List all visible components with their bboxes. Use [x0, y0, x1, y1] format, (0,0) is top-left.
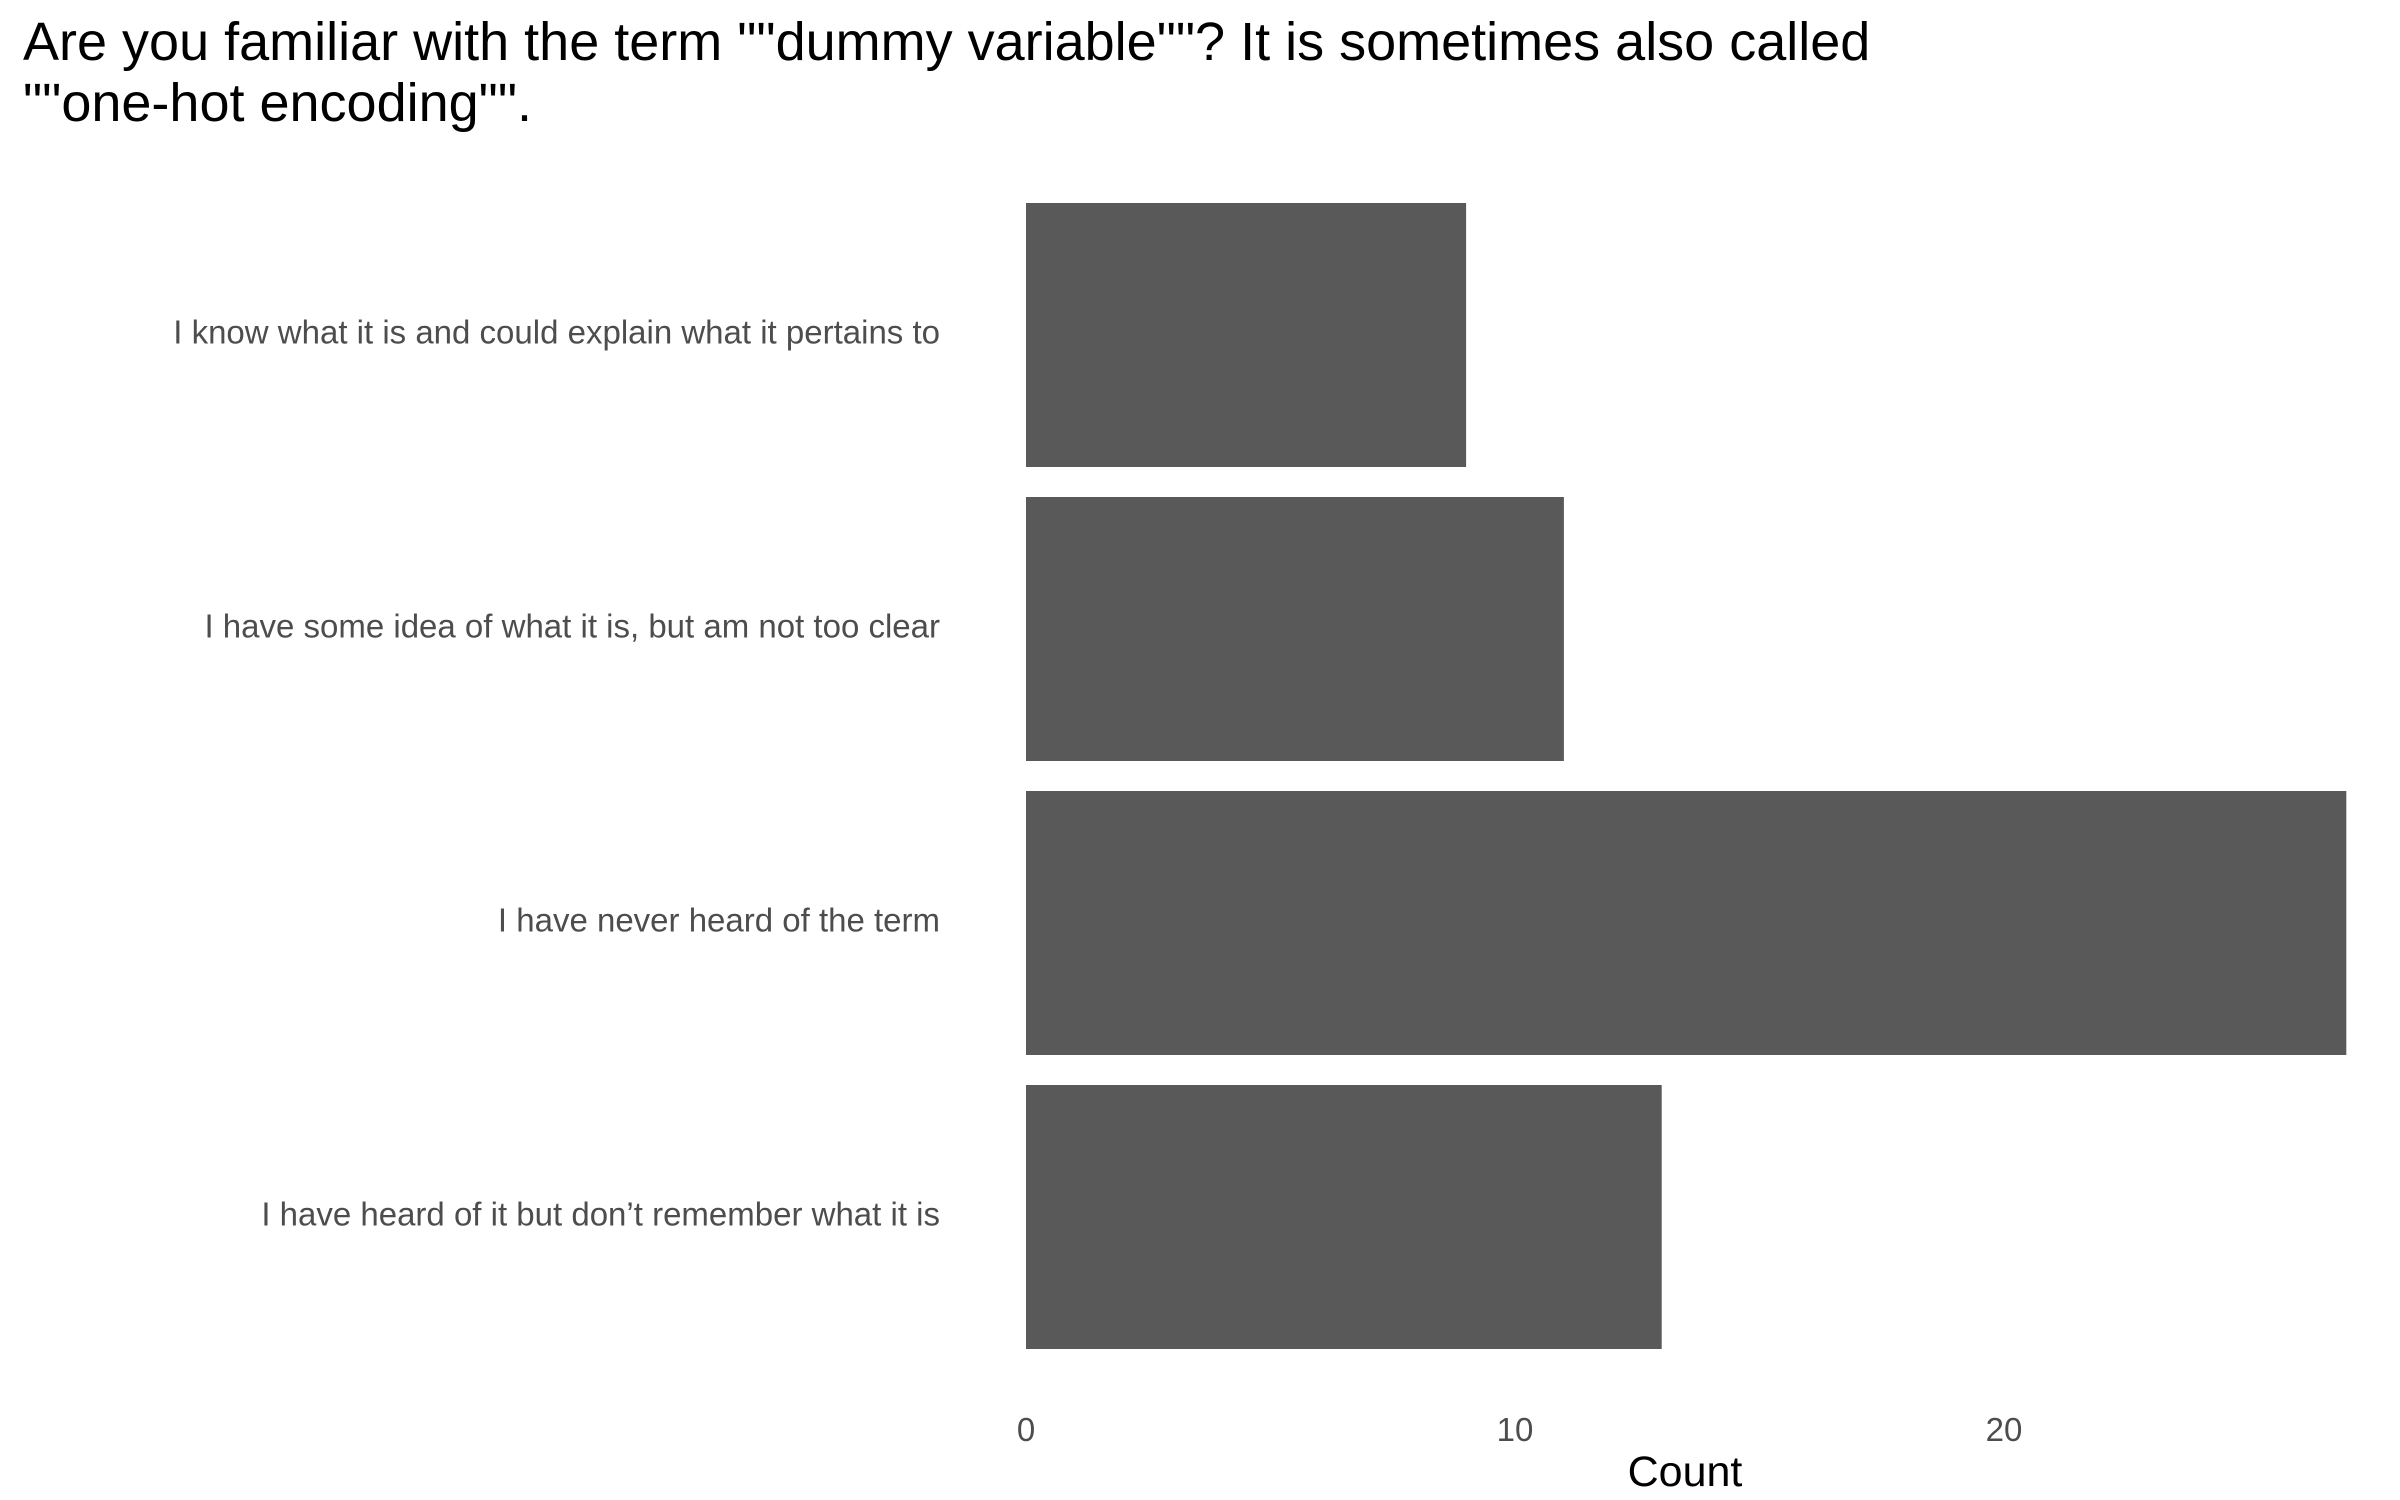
chart-title: Are you familiar with the term ""dummy v… — [23, 12, 1886, 133]
bar — [1026, 497, 1564, 761]
bars-layer — [1026, 203, 2347, 1349]
bar — [1026, 791, 2347, 1055]
x-tick-label: 10 — [1497, 1411, 1534, 1448]
category-labels-layer: I know what it is and could explain what… — [173, 314, 940, 1233]
category-label: I have never heard of the term — [498, 902, 940, 939]
bar — [1026, 1085, 1662, 1349]
x-tick-label: 0 — [1017, 1411, 1035, 1448]
x-axis-ticks: 0 10 20 — [1017, 1411, 2023, 1448]
x-axis-title: Count — [1628, 1448, 1743, 1496]
category-label: I know what it is and could explain what… — [173, 314, 940, 351]
category-label: I have some idea of what it is, but am n… — [204, 608, 940, 645]
category-label: I have heard of it but don’t remember wh… — [261, 1196, 940, 1233]
x-tick-label: 20 — [1986, 1411, 2023, 1448]
bar — [1026, 203, 1467, 467]
